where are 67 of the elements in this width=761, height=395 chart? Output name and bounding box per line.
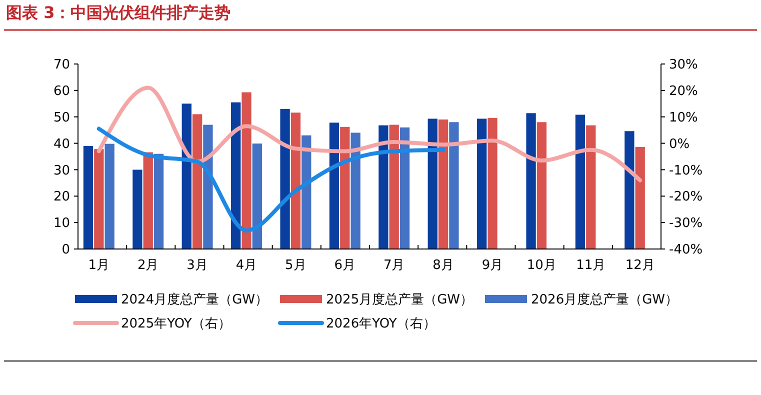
bar bbox=[477, 118, 487, 249]
x-tick-label: 12月 bbox=[625, 258, 655, 273]
y2-tick-label: 30% bbox=[669, 58, 698, 73]
bar bbox=[400, 127, 410, 249]
y-tick-label: 0 bbox=[62, 242, 70, 258]
bar bbox=[104, 144, 114, 249]
bar bbox=[231, 102, 241, 249]
y-tick-label: 50 bbox=[53, 110, 70, 126]
x-tick-label: 7月 bbox=[383, 258, 405, 273]
legend-label: 2026月度总产量（GW） bbox=[531, 292, 678, 308]
line-series bbox=[96, 86, 642, 182]
y2-tick-label: -30% bbox=[669, 216, 703, 232]
bar bbox=[438, 120, 448, 249]
bar bbox=[83, 146, 94, 249]
bar bbox=[624, 131, 634, 249]
bar bbox=[526, 113, 536, 249]
bar bbox=[252, 144, 262, 249]
y2-tick-label: -20% bbox=[669, 190, 703, 205]
legend-label: 2025月度总产量（GW） bbox=[326, 292, 474, 308]
y-tick-label: 20 bbox=[53, 190, 70, 205]
bar bbox=[192, 114, 202, 249]
y-tick-label: 30 bbox=[53, 163, 70, 178]
x-tick-label: 2月 bbox=[137, 258, 159, 273]
legend-label: 2026年YOY（右） bbox=[326, 316, 436, 332]
bar bbox=[340, 126, 350, 249]
x-tick-label: 5月 bbox=[285, 258, 306, 273]
bar bbox=[575, 114, 586, 249]
y2-tick-label: 20% bbox=[669, 84, 698, 99]
x-tick-label: 4月 bbox=[236, 258, 258, 273]
x-tick-label: 6月 bbox=[334, 258, 356, 273]
bar bbox=[389, 124, 399, 249]
bar bbox=[290, 112, 301, 249]
y2-tick-label: 0% bbox=[669, 136, 690, 152]
y-tick-label: 10 bbox=[53, 216, 70, 232]
legend-label: 2025年YOY（右） bbox=[121, 316, 231, 332]
bar bbox=[302, 135, 312, 249]
bar bbox=[635, 146, 645, 249]
bar bbox=[488, 118, 498, 249]
y-tick-label: 60 bbox=[53, 84, 70, 99]
bar bbox=[586, 125, 596, 249]
line-series bbox=[96, 126, 446, 232]
legend-label: 2024月度总产量（GW） bbox=[121, 292, 268, 308]
bar bbox=[329, 122, 340, 249]
chart-title: 图表 3：中国光伏组件排产走势 bbox=[6, 3, 231, 22]
bar bbox=[350, 132, 360, 249]
bar bbox=[94, 149, 104, 249]
y2-tick-label: 10% bbox=[669, 110, 698, 126]
bar bbox=[428, 118, 438, 249]
x-tick-label: 11月 bbox=[576, 258, 606, 273]
y-tick-label: 40 bbox=[53, 136, 70, 152]
x-tick-label: 10月 bbox=[526, 258, 556, 273]
x-tick-label: 1月 bbox=[88, 258, 110, 273]
bar bbox=[242, 92, 252, 249]
bar bbox=[280, 108, 290, 249]
x-tick-label: 3月 bbox=[186, 258, 208, 273]
bar bbox=[143, 152, 153, 249]
y2-tick-label: -10% bbox=[669, 163, 703, 178]
bar bbox=[378, 125, 388, 249]
bar bbox=[536, 122, 547, 249]
x-tick-label: 8月 bbox=[432, 258, 454, 273]
bar bbox=[182, 104, 192, 249]
bar bbox=[449, 122, 459, 249]
x-tick-label: 9月 bbox=[482, 258, 504, 273]
bar bbox=[132, 170, 142, 249]
y-tick-label: 70 bbox=[53, 58, 70, 73]
y2-tick-label: -40% bbox=[669, 242, 703, 258]
bar bbox=[154, 154, 164, 249]
